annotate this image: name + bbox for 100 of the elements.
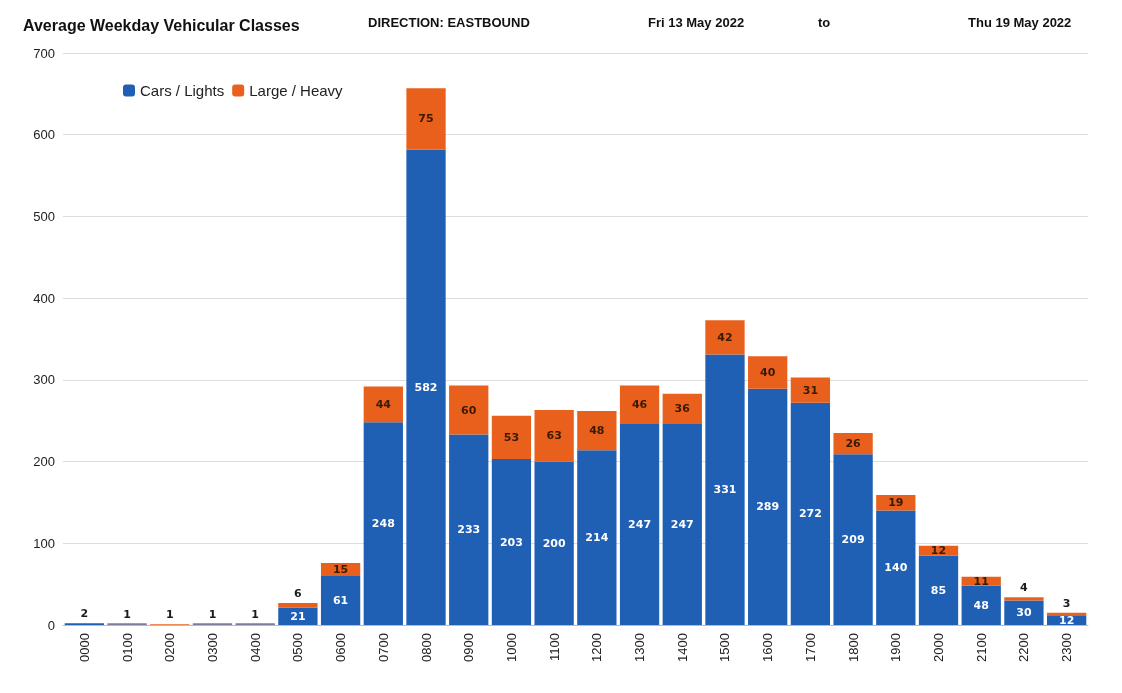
data-label: 12 xyxy=(1058,613,1075,627)
data-label: 289 xyxy=(756,500,780,514)
text: Fri 13 May 2022 xyxy=(648,15,745,30)
bar xyxy=(961,585,1001,625)
data-label: 247 xyxy=(628,517,652,531)
data-label: 31 xyxy=(802,383,819,397)
x-tick-label: 1600 xyxy=(760,633,776,662)
data-label: 26 xyxy=(845,437,862,451)
data-label: 247 xyxy=(670,517,694,531)
x-tick-label: 0100 xyxy=(119,633,135,662)
bar xyxy=(790,377,831,403)
bar xyxy=(491,459,532,625)
bar xyxy=(577,410,617,451)
data-label: 1 xyxy=(251,608,260,622)
data-label: 6 xyxy=(294,586,303,600)
data-label: 12 xyxy=(930,544,947,558)
data-label: 209 xyxy=(841,533,865,547)
x-tick-label: 0600 xyxy=(333,633,349,662)
x-tick-label: 1900 xyxy=(888,633,904,662)
bar xyxy=(406,149,446,625)
bar xyxy=(662,423,702,625)
y-tick-label: 300 xyxy=(33,372,55,388)
data-label: 48 xyxy=(589,424,605,438)
text: Thu 19 May 2022 xyxy=(968,15,1072,30)
data-label: 53 xyxy=(503,430,520,444)
data-label: 233 xyxy=(457,523,481,537)
bar xyxy=(748,388,788,625)
data-label: 272 xyxy=(798,507,822,521)
text: to xyxy=(818,15,831,30)
y-tick-label: 100 xyxy=(33,535,55,551)
x-tick-label: 1500 xyxy=(717,633,733,662)
bar xyxy=(662,393,702,424)
x-tick-label: 0200 xyxy=(162,633,178,662)
data-label: 19 xyxy=(888,496,904,510)
chart-title: Average Weekday Vehicular Classes xyxy=(23,16,300,34)
x-tick-label: 1800 xyxy=(845,633,861,662)
bar xyxy=(705,320,745,355)
bar xyxy=(790,402,831,625)
data-label: 3 xyxy=(1062,596,1071,610)
data-label: 1 xyxy=(208,608,217,622)
data-label: 1 xyxy=(123,608,131,622)
x-tick-label: 0400 xyxy=(247,633,263,662)
bar xyxy=(833,454,873,625)
bar xyxy=(577,450,617,625)
data-label: 15 xyxy=(332,562,349,576)
x-tick-label: 1000 xyxy=(503,633,519,662)
x-tick-label: 0800 xyxy=(418,633,434,662)
data-label: 1 xyxy=(165,608,174,622)
data-label: 4 xyxy=(1020,581,1029,595)
data-label: 582 xyxy=(414,380,438,394)
x-tick-label: 1400 xyxy=(674,633,690,662)
data-label: 60 xyxy=(461,403,477,417)
data-label: 30 xyxy=(1016,606,1032,620)
data-label: 21 xyxy=(290,609,306,623)
text: DIRECTION: EASTBOUND xyxy=(368,15,530,30)
x-tick-label: 2100 xyxy=(973,633,989,662)
bar xyxy=(534,410,574,462)
bar xyxy=(705,354,745,625)
data-label: 42 xyxy=(717,330,733,344)
legend-label: Cars / Lights xyxy=(140,82,225,99)
data-label: 46 xyxy=(631,397,648,411)
data-label: 63 xyxy=(546,429,562,443)
bar xyxy=(833,432,873,455)
bar xyxy=(534,461,574,625)
bar xyxy=(918,555,959,625)
data-label: 48 xyxy=(973,598,989,612)
data-label: 61 xyxy=(332,593,349,607)
data-label: 44 xyxy=(375,397,392,411)
bar xyxy=(748,356,788,389)
x-tick-label: 1100 xyxy=(546,633,562,661)
y-tick-label: 700 xyxy=(33,45,55,61)
data-label: 200 xyxy=(542,536,566,550)
bar xyxy=(449,385,489,435)
data-label: 11 xyxy=(973,574,989,588)
data-label: 331 xyxy=(713,483,737,497)
bar xyxy=(619,423,660,625)
x-tick-label: 2300 xyxy=(1059,633,1075,662)
x-tick-label: 1700 xyxy=(802,633,818,662)
bar xyxy=(278,602,318,608)
data-label: 214 xyxy=(585,531,609,545)
x-tick-label: 2200 xyxy=(1016,633,1032,662)
y-tick-label: 500 xyxy=(33,208,55,224)
data-label: 2 xyxy=(80,607,89,621)
x-tick-label: 0300 xyxy=(204,633,220,662)
x-tick-label: 1300 xyxy=(632,633,648,662)
bar xyxy=(449,434,489,625)
legend-label: Large / Heavy xyxy=(249,82,344,99)
y-tick-label: 0 xyxy=(47,617,55,633)
x-tick-label: 0700 xyxy=(375,633,391,662)
bar xyxy=(406,88,446,150)
x-tick-label: 0500 xyxy=(290,633,306,662)
y-tick-label: 400 xyxy=(33,290,55,306)
bar xyxy=(491,415,532,460)
bar xyxy=(1004,597,1044,601)
data-label: 36 xyxy=(674,401,691,415)
data-label: 248 xyxy=(371,517,395,531)
bar xyxy=(619,385,660,424)
data-label: 75 xyxy=(418,112,434,126)
data-label: 203 xyxy=(499,535,523,549)
bar xyxy=(320,575,361,625)
